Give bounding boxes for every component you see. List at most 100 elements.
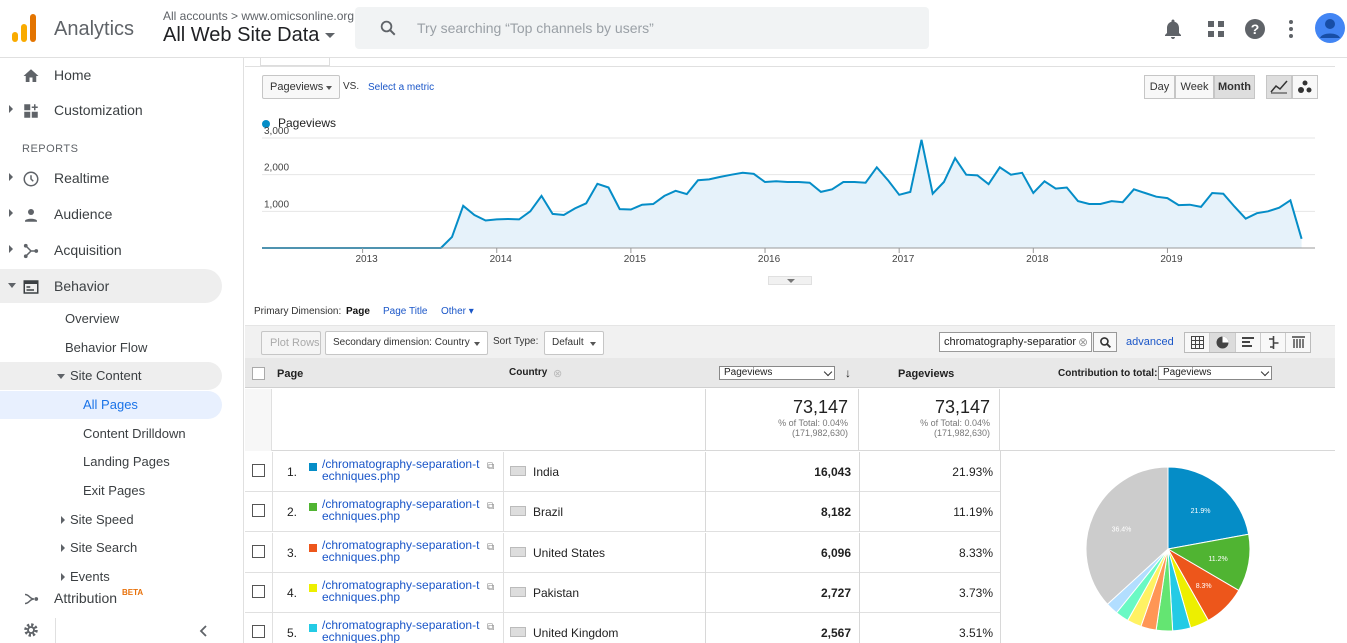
table-view-icon[interactable] [1185,333,1210,352]
row-color-swatch [309,503,317,511]
metric-column-select[interactable]: Pageviews [719,366,835,380]
country-flag-icon [510,627,526,637]
sidebar-item-acquisition[interactable]: Acquisition [0,233,222,267]
country-name[interactable]: United Kingdom [533,626,619,640]
page-link[interactable]: /chromatography-separation-techniques.ph… [322,578,480,604]
view-selector[interactable]: All Web Site Data [163,24,336,47]
contribution-pie-chart[interactable]: 21.9% 11.2% 8.3% 36.4% [1001,451,1336,643]
filter-search-button[interactable] [1093,332,1117,352]
account-breadcrumb[interactable]: All accounts > www.omicsonline.org [163,9,355,23]
dimension-other[interactable]: Other ▾ [441,306,474,317]
country-name[interactable]: India [533,465,560,479]
open-link-icon[interactable]: ⧉ [487,622,495,633]
sort-desc-icon[interactable]: ↓ [845,366,851,380]
collapse-sidebar-icon[interactable] [198,625,210,637]
country-name[interactable]: United States [533,546,606,560]
header-page[interactable]: Page [277,368,304,380]
row-color-swatch [309,624,317,632]
advanced-filter-link[interactable]: advanced [1126,336,1174,348]
remove-dimension-icon[interactable]: ⊗ [553,368,563,380]
pageviews-chart[interactable]: 3,000 2,000 1,000 2013 2014 2015 2016 2017 2018 2… [245,126,1347,298]
sidebar-item-behavior[interactable]: Behavior [0,269,222,303]
table-row[interactable]: 4. /chromatography-separation-techniques.… [245,573,1335,613]
view-name: All Web Site Data [163,24,320,46]
view-type-group [1184,332,1311,353]
row-checkbox[interactable] [252,585,265,598]
sidebar-item-overview[interactable]: Overview [65,311,120,326]
contribution-select[interactable]: Pageviews [1158,366,1272,380]
page-link[interactable]: /chromatography-separation-techniques.ph… [322,497,480,523]
x-tick-label: 2018 [1026,254,1049,265]
sidebar-item-home[interactable]: Home [0,58,222,92]
comparison-view-icon[interactable] [1261,333,1286,352]
line-chart-toggle[interactable] [1266,75,1292,99]
sidebar-item-site-speed[interactable]: Site Speed [0,506,222,534]
sidebar-item-site-content[interactable]: Site Content [0,362,222,390]
sidebar-item-realtime[interactable]: Realtime [0,161,222,195]
sidebar-item-customization[interactable]: Customization [0,93,222,127]
table-row[interactable]: 5. /chromatography-separation-techniques.… [245,613,1335,643]
table-row[interactable]: 1. /chromatography-separation-techniques.… [245,452,1335,492]
pie-slice[interactable] [1167,466,1250,550]
sort-type-select[interactable]: Default [544,331,604,355]
analytics-logo-icon[interactable] [12,14,38,42]
sidebar-item-behavior-flow[interactable]: Behavior Flow [65,340,148,355]
select-metric-link[interactable]: Select a metric [368,82,435,93]
page-link[interactable]: /chromatography-separation-techniques.ph… [322,538,480,564]
notifications-bell-icon[interactable] [1161,17,1185,41]
percent-value: 3.73% [958,586,993,600]
metric-select[interactable]: Pageviews [262,75,340,99]
sidebar-item-all-pages[interactable]: All Pages [0,391,222,419]
open-link-icon[interactable]: ⧉ [487,542,495,553]
page-link[interactable]: /chromatography-separation-techniques.ph… [322,618,480,643]
row-checkbox[interactable] [252,464,265,477]
avatar[interactable] [1315,13,1345,43]
sidebar-item-content-drilldown[interactable]: Content Drilldown [83,426,186,441]
pie-slice[interactable] [1085,466,1169,605]
tab-explorer[interactable] [260,58,330,66]
filter-input[interactable]: chromatography-separatior ⊗ [939,332,1092,352]
row-checkbox[interactable] [252,504,265,517]
vs-label: VS. [343,81,360,92]
chart-resize-handle[interactable] [768,276,812,285]
search-bar[interactable]: Try searching “Top channels by users” [355,7,929,49]
pivot-view-icon[interactable] [1286,333,1311,352]
table-row[interactable]: 2. /chromatography-separation-techniques.… [245,492,1335,532]
header-pageviews[interactable]: Pageviews [898,368,955,380]
expand-arrow-icon [9,173,13,181]
percentage-view-icon[interactable] [1210,333,1236,352]
open-link-icon[interactable]: ⧉ [487,461,495,472]
sidebar-item-attribution[interactable]: Attribution BETA [0,581,222,615]
motion-chart-toggle[interactable] [1292,75,1318,99]
dimension-page-title[interactable]: Page Title [383,306,428,317]
country-name[interactable]: Pakistan [533,586,580,600]
clear-icon[interactable]: ⊗ [1077,335,1088,349]
help-icon[interactable]: ? [1243,17,1267,41]
dimension-page[interactable]: Page [346,306,370,317]
more-vert-icon[interactable] [1279,17,1303,41]
series-line[interactable] [262,139,1303,249]
row-checkbox[interactable] [252,625,265,638]
header-country[interactable]: Country [509,367,548,378]
caret-down-icon [474,342,480,346]
table-row[interactable]: 3. /chromatography-separation-techniques.… [245,533,1335,573]
sidebar-item-landing-pages[interactable]: Landing Pages [83,454,170,469]
sidebar-item-exit-pages[interactable]: Exit Pages [83,483,146,498]
open-link-icon[interactable]: ⧉ [487,582,495,593]
sidebar-item-site-search[interactable]: Site Search [0,534,222,562]
secondary-dimension-select[interactable]: Secondary dimension: Country [325,331,488,355]
page-link[interactable]: /chromatography-separation-techniques.ph… [322,457,480,483]
plot-rows-button[interactable]: Plot Rows [261,331,321,355]
sidebar-item-events[interactable]: Events [0,563,222,591]
settings-gear-icon[interactable] [22,621,40,639]
country-name[interactable]: Brazil [533,505,564,519]
row-checkbox[interactable] [252,545,265,558]
granularity-month[interactable]: Month [1214,75,1255,99]
sidebar-item-audience[interactable]: Audience [0,197,222,231]
granularity-week[interactable]: Week [1175,75,1214,99]
apps-grid-icon[interactable] [1204,17,1228,41]
open-link-icon[interactable]: ⧉ [487,501,495,512]
select-all-checkbox[interactable] [252,367,265,380]
performance-view-icon[interactable] [1236,333,1261,352]
granularity-day[interactable]: Day [1144,75,1175,99]
